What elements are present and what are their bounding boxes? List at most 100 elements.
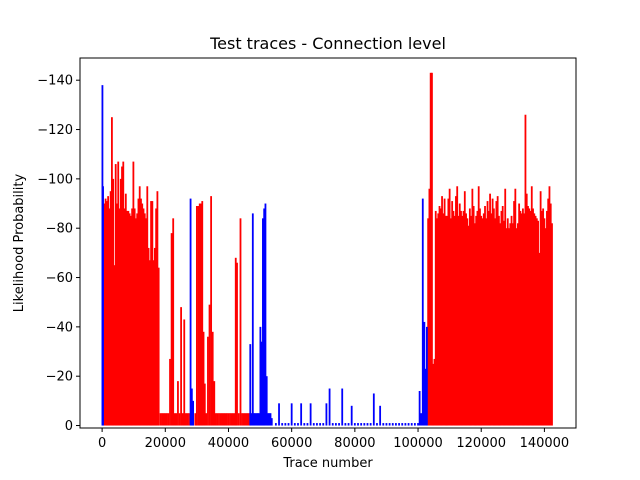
bar-series-0-140 <box>477 186 480 426</box>
bar-series-0-59 <box>183 319 186 426</box>
bar-series-0-3 <box>107 196 110 426</box>
bar-series-0-146 <box>485 218 488 426</box>
bar-series-1-8 <box>253 413 255 426</box>
bar-series-0-195 <box>547 198 550 426</box>
bar-series-0-66 <box>198 203 201 426</box>
bar-series-1-4 <box>192 400 194 426</box>
bar-series-0-25 <box>135 218 137 426</box>
bar-series-0-94 <box>241 413 243 426</box>
bar-series-0-5 <box>109 191 112 426</box>
bar-series-0-50 <box>169 358 171 426</box>
bar-series-0-18 <box>126 210 128 426</box>
y-tick-label: −120 <box>37 123 73 138</box>
bar-series-0-125 <box>458 203 461 426</box>
bar-series-0-155 <box>496 196 499 426</box>
plot-frame <box>79 57 577 429</box>
y-axis-ticks: 0 −20 −40 −60 −80 −100 −120 −140 <box>37 74 80 434</box>
bar-series-0-180 <box>528 208 531 426</box>
bar-series-0-68 <box>201 201 204 426</box>
bar-series-0-171 <box>516 223 519 426</box>
bar-series-1-26 <box>284 423 287 426</box>
bar-series-0-187 <box>537 220 539 426</box>
bar-series-1-59 <box>388 423 391 426</box>
bar-series-0-104 <box>432 363 435 426</box>
bar-series-1-39 <box>325 403 328 426</box>
bar-series-0-49 <box>167 413 170 426</box>
bar-series-0-86 <box>229 413 231 426</box>
bar-series-1-38 <box>322 423 325 426</box>
bar-series-0-137 <box>474 223 476 426</box>
bar-series-1-52 <box>366 423 369 426</box>
bar-series-0-135 <box>471 188 474 426</box>
bar-series-0-181 <box>529 210 532 426</box>
bar-series-0-56 <box>178 413 181 426</box>
bar-series-0-120 <box>452 210 455 426</box>
bar-series-0-106 <box>434 210 437 426</box>
bar-series-0-65 <box>197 206 200 426</box>
bar-series-0-58 <box>181 413 184 426</box>
bar-series-0-21 <box>129 215 132 426</box>
y-tick-label: 0 <box>65 419 73 434</box>
bar-series-0-166 <box>510 215 513 426</box>
bar-series-1-36 <box>316 423 318 426</box>
bar-series-1-5 <box>249 344 252 426</box>
bar-series-1-12 <box>258 413 261 426</box>
bar-series-0-62 <box>188 413 190 426</box>
bar-series-0-60 <box>184 413 187 426</box>
x-tick-label: 0 <box>98 436 106 451</box>
bar-series-0-26 <box>136 213 139 426</box>
bar-series-0-103 <box>431 72 433 426</box>
bar-series-0-52 <box>172 218 175 426</box>
bar-series-0-13 <box>119 178 122 426</box>
bar-series-1-53 <box>369 423 372 426</box>
bar-series-0-134 <box>470 215 473 426</box>
bar-series-0-151 <box>491 198 494 426</box>
bar-series-0-153 <box>494 218 497 426</box>
bar-series-0-160 <box>503 220 505 426</box>
bar-series-1-35 <box>312 423 315 426</box>
bar-series-0-98 <box>247 413 250 426</box>
bar-series-1-57 <box>382 423 385 426</box>
bar-series-0-63 <box>194 413 197 426</box>
bar-series-0-51 <box>170 233 173 426</box>
bar-series-1-13 <box>259 326 262 426</box>
bar-series-1-70 <box>420 413 423 426</box>
bar-series-1-22 <box>270 418 273 426</box>
bar-series-1-40 <box>328 388 331 426</box>
bar-series-0-176 <box>523 213 526 426</box>
y-tick-label: −100 <box>37 172 73 187</box>
bar-series-0-198 <box>551 223 553 426</box>
bar-series-1-3 <box>190 388 193 426</box>
bar-series-0-57 <box>180 307 182 426</box>
bar-series-1-29 <box>293 423 296 426</box>
bar-series-0-185 <box>534 215 537 426</box>
bar-series-0-54 <box>175 413 178 426</box>
bar-series-0-128 <box>462 210 465 426</box>
bar-series-0-23 <box>132 161 135 426</box>
bar-series-0-142 <box>480 215 483 426</box>
bar-series-1-16 <box>263 208 266 426</box>
bar-series-1-65 <box>407 423 410 426</box>
bar-series-1-45 <box>344 423 347 426</box>
bar-series-0-182 <box>530 186 533 426</box>
bar-series-0-152 <box>492 208 495 426</box>
bar-series-0-33 <box>145 218 147 426</box>
bar-series-0-186 <box>535 218 538 426</box>
bar-series-0-193 <box>544 228 547 426</box>
bar-series-0-100 <box>427 218 430 426</box>
bar-series-0-35 <box>147 247 150 426</box>
bar-series-0-71 <box>205 413 208 426</box>
bar-series-0-41 <box>155 208 158 426</box>
bar-series-0-119 <box>451 201 454 426</box>
bar-series-0-122 <box>455 196 457 426</box>
bar-series-0-74 <box>210 196 213 426</box>
bar-series-0-82 <box>222 413 225 426</box>
bar-series-1-50 <box>360 423 363 426</box>
bars-group <box>101 72 553 426</box>
bar-series-1-21 <box>269 413 272 426</box>
bar-series-0-127 <box>461 215 464 426</box>
bar-series-0-118 <box>449 218 452 426</box>
bar-series-1-1 <box>102 186 104 426</box>
bar-series-0-188 <box>538 252 541 426</box>
